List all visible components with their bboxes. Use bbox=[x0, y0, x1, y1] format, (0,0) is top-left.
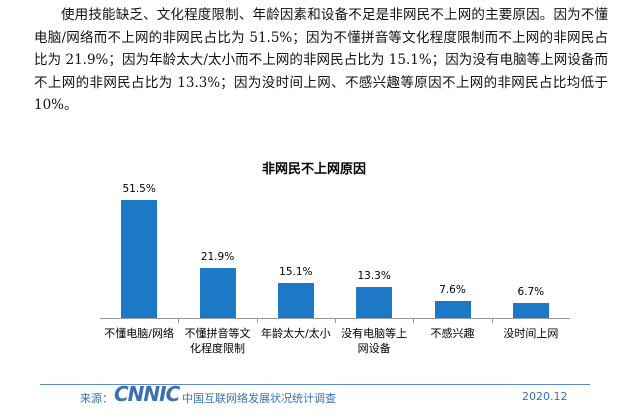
tick-mark bbox=[413, 318, 415, 323]
tick-mark bbox=[256, 318, 258, 323]
footer: 来源： CNNIC 中国互联网络发展状况统计调查 2020.12 bbox=[0, 380, 628, 416]
tick-mark bbox=[178, 318, 180, 323]
value-label: 6.7% bbox=[517, 285, 545, 298]
category-label: 不懂拼音等文化程度限制 bbox=[184, 327, 251, 355]
bar bbox=[512, 302, 549, 318]
value-label: 21.9% bbox=[200, 250, 235, 263]
bar bbox=[277, 283, 314, 318]
category-label: 没时间上网 bbox=[503, 327, 559, 340]
logo: CNNIC bbox=[114, 382, 180, 406]
value-label: 7.6% bbox=[439, 283, 466, 296]
category-label: 不感兴趣 bbox=[430, 327, 475, 340]
bar bbox=[199, 267, 236, 318]
category-label: 没有电脑等上网设备 bbox=[341, 327, 408, 355]
value-label: 51.5% bbox=[122, 182, 156, 195]
bar bbox=[121, 199, 158, 318]
tick-mark bbox=[491, 318, 493, 323]
paragraph: 使用技能缺乏、文化程度限制、年龄因素和设备不足是非网民不上网的主要原因。因为不懂… bbox=[34, 7, 608, 113]
chart-title: 非网民不上网原因 bbox=[261, 162, 366, 177]
survey-name: 中国互联网络发展状况统计调查 bbox=[182, 392, 336, 405]
category-label: 年龄太大/太小 bbox=[260, 327, 331, 340]
footer-line bbox=[40, 384, 590, 385]
value-label: 15.1% bbox=[279, 266, 313, 279]
chart: 非网民不上网原因 51.5% 不懂电脑/网络 21.9% 不懂拼音等文化程度限制 15.… bbox=[0, 140, 628, 370]
bar bbox=[356, 287, 393, 318]
bar bbox=[434, 300, 471, 318]
tick-mark bbox=[335, 318, 336, 323]
value-label: 13.3% bbox=[357, 270, 391, 283]
date: 2020.12 bbox=[522, 390, 568, 403]
category-label: 不懂电脑/网络 bbox=[104, 327, 175, 340]
source-label: 来源： bbox=[80, 392, 113, 405]
